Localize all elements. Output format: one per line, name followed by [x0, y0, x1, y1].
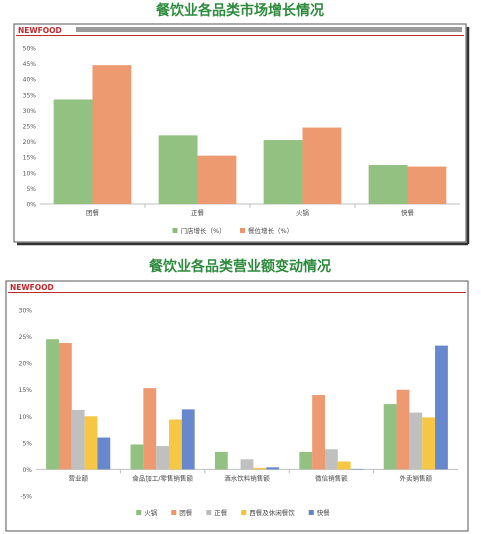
y-tick-label: 30% [23, 108, 37, 115]
bar [299, 451, 313, 470]
legend-swatch [240, 228, 245, 233]
y-tick-label: 10% [23, 170, 37, 177]
y-tick-label: 0% [22, 467, 32, 474]
legend-swatch [136, 510, 142, 515]
bar [169, 419, 182, 470]
brand-label: NEWFOOD [10, 283, 54, 292]
bar [71, 409, 85, 470]
bar [214, 451, 228, 470]
bar [53, 99, 93, 204]
y-tick-label: 50% [23, 46, 37, 53]
bar [92, 65, 132, 204]
bar [84, 416, 98, 470]
bar [130, 444, 144, 470]
legend-swatch [308, 510, 314, 515]
brand-label: NEWFOOD [18, 26, 62, 35]
bar [156, 446, 170, 470]
y-tick-label: 40% [23, 77, 37, 84]
y-tick-label: 10% [19, 414, 33, 421]
y-tick-label: 0% [26, 202, 36, 209]
y-tick-label: 30% [19, 308, 33, 315]
y-tick-label: 15% [23, 155, 37, 162]
bar [396, 389, 410, 470]
y-tick-label: 35% [23, 92, 37, 99]
x-tick-label: 快餐 [401, 208, 415, 217]
bar [197, 155, 237, 204]
y-tick-label: 5% [22, 440, 32, 447]
bar [350, 468, 364, 470]
legend-label: 火锅 [144, 508, 158, 517]
bar [253, 467, 267, 470]
x-tick-label: 团餐 [86, 208, 100, 217]
legend-label: 快餐 [317, 508, 331, 517]
bar [58, 342, 72, 470]
x-tick-label: 食品加工/零售销售额 [132, 473, 193, 482]
bar [422, 417, 436, 470]
y-tick-label: 5% [26, 186, 36, 193]
legend-label: 餐位增长（%） [248, 226, 293, 235]
y-tick-label: -5% [20, 494, 32, 501]
y-tick-label: 25% [19, 334, 33, 341]
bar [240, 459, 254, 470]
legend-swatch [172, 228, 178, 233]
chart-title: 餐饮业各品类营业额变动情况 [148, 258, 331, 275]
y-tick-label: 20% [19, 361, 33, 368]
y-tick-label: 25% [23, 124, 37, 131]
bar [181, 409, 195, 470]
x-tick-label: 外卖销售额 [400, 473, 433, 482]
bar [46, 339, 59, 470]
x-tick-label: 正餐 [191, 208, 205, 217]
legend-label: 西餐及休闲餐饮 [249, 508, 295, 517]
bar [324, 449, 338, 470]
bar [312, 395, 325, 470]
bar [143, 388, 157, 470]
bar [97, 437, 111, 470]
x-tick-label: 微信销售额 [315, 473, 348, 482]
y-tick-label: 20% [23, 139, 37, 146]
legend-label: 团餐 [179, 508, 193, 517]
bar [266, 467, 280, 470]
bar [409, 412, 423, 470]
legend-label: 门店增长（%） [181, 226, 226, 235]
bar [337, 461, 351, 470]
legend-swatch [241, 510, 247, 515]
bar [158, 135, 198, 204]
chart-revenue-change: 餐饮业各品类营业额变动情况 NEWFOOD -5% 0% 5% 10% 15% 20% 25% 3… [5, 258, 469, 532]
chart-market-growth: 餐饮业各品类市场增长情况 NEWFOOD 0% 5% 10% 15% 20% 25% 30% 35… [13, 2, 470, 246]
bar [435, 345, 448, 470]
y-tick-label: 45% [23, 61, 37, 68]
bar [302, 127, 342, 204]
chart-title: 餐饮业各品类市场增长情况 [155, 2, 324, 19]
bar [383, 404, 397, 470]
legend-swatch [206, 510, 212, 515]
x-tick-label: 营业额 [68, 473, 88, 482]
legend-label: 正餐 [214, 508, 228, 517]
bar [407, 166, 447, 204]
x-tick-label: 酒水饮料销售额 [224, 473, 270, 482]
x-tick-label: 火锅 [296, 208, 310, 217]
bar [368, 165, 408, 204]
legend-swatch [171, 510, 177, 515]
bar [263, 140, 303, 204]
header-bar [76, 27, 462, 32]
y-tick-label: 15% [19, 387, 33, 394]
